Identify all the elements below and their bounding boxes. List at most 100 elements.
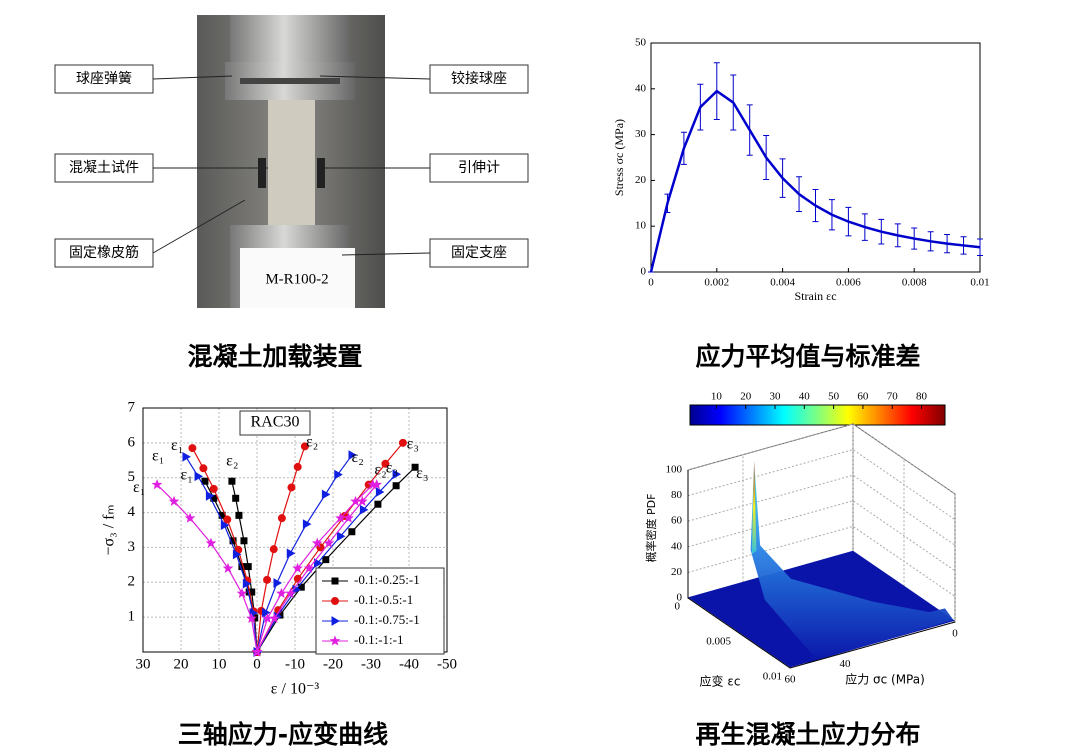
colorbar-tick-label: 30 [770,391,782,403]
y-tick-label: 40 [635,82,647,94]
marker [303,562,315,573]
grid-line [687,449,956,521]
y-tick-label: 10 [635,220,647,232]
marker [313,558,323,568]
marker [232,549,242,560]
marker [371,479,383,490]
marker [151,479,163,490]
surface-ridge [750,462,954,664]
title-box [239,410,311,436]
legend-marker [331,616,341,626]
label-box [429,64,529,94]
marker [222,562,234,573]
colorbar-tick-label: 80 [916,391,928,403]
y-tick-label: 20 [635,174,647,186]
marker [220,520,230,530]
marker [343,512,354,523]
legend-marker [331,577,339,585]
marker [201,477,209,485]
y-tick-label: 3 [128,539,136,555]
legend-label: -0.1:-1:-1 [354,632,403,647]
marker [322,556,330,564]
y-tick-label: 6 [128,434,136,450]
leader-line [152,75,233,80]
label: 混凝土试件 [69,160,139,176]
x-tick-label: 0.01 [763,671,782,683]
x-tick-label: 0 [648,277,654,289]
marker [262,607,271,618]
y-tick-label: 4 [128,504,136,520]
legend-label: -0.1:-0.5:-1 [354,592,413,607]
mean-line [649,89,981,273]
annotation: ε₃ [416,465,428,482]
z-tick-label: 0 [677,592,683,604]
x-tick-label: -30 [361,656,381,672]
marker [184,512,196,523]
x-tick-label: 0.006 [836,277,861,289]
x-axis-label: Strain εc [794,289,836,303]
marker [244,563,252,571]
caption: 再生混凝土应力分布 [695,720,920,749]
x-tick-label: -40 [399,656,419,672]
marker [269,545,278,554]
marker [276,587,287,598]
marker [392,469,402,480]
x-tick-label: 30 [136,656,151,672]
annotation: ε₂ [226,453,238,470]
z-tick-label: 80 [671,489,683,501]
x-axis-label: 应变 εc [700,674,741,689]
marker [334,469,343,480]
marker [199,464,208,473]
marker [348,528,356,536]
x-tick-label: 20 [174,656,189,672]
marker [323,537,335,548]
chart-title: RAC30 [251,414,300,431]
marker [293,462,302,471]
marker [232,494,240,502]
marker [228,477,236,485]
x-tick-label: -50 [437,656,457,672]
colorbar-tick-label: 70 [887,391,899,403]
leader-line [152,199,246,254]
label: 固定橡皮筋 [69,244,139,261]
label: 球座弹簧 [76,71,132,87]
x-tick-label: 0.002 [704,277,729,289]
y-tick-label: 0 [641,266,647,278]
z-tick-label: 40 [671,540,683,552]
annotation: ε₂ [306,434,318,451]
marker [286,548,296,559]
x-tick-label: -20 [323,656,343,672]
caption: 三轴应力-应变曲线 [178,720,388,749]
marker [348,450,358,460]
x-tick-label: 0.004 [770,277,795,289]
label-box [54,64,154,94]
marker [357,495,368,506]
annotation: ε₂ [352,449,364,466]
z-axis-label: 概率密度 PDF [644,494,658,563]
marker [287,483,296,492]
marker [411,463,419,471]
marker [273,578,282,588]
leader-line [319,75,431,80]
label: 固定支座 [451,245,507,261]
surface-peak [751,460,757,555]
marker [300,442,309,451]
y-tick-label: 0 [952,628,958,640]
marker [398,438,407,447]
marker [292,562,303,573]
marker [236,587,248,598]
annotation: ε₃ [407,435,419,452]
legend-label: -0.1:-0.25:-1 [354,572,420,587]
legend-label: -0.1:-0.75:-1 [354,612,420,627]
caption: 应力平均值与标准差 [695,342,920,371]
x-tick-label: 0.01 [970,277,989,289]
marker [242,578,252,589]
marker [311,537,323,548]
colorbar-tick-label: 20 [740,391,752,403]
photo: M-R100-2 [197,15,385,308]
marker [392,482,400,490]
y-tick-label: 5 [128,469,136,485]
marker [269,612,280,624]
z-tick-label: 60 [671,515,683,527]
